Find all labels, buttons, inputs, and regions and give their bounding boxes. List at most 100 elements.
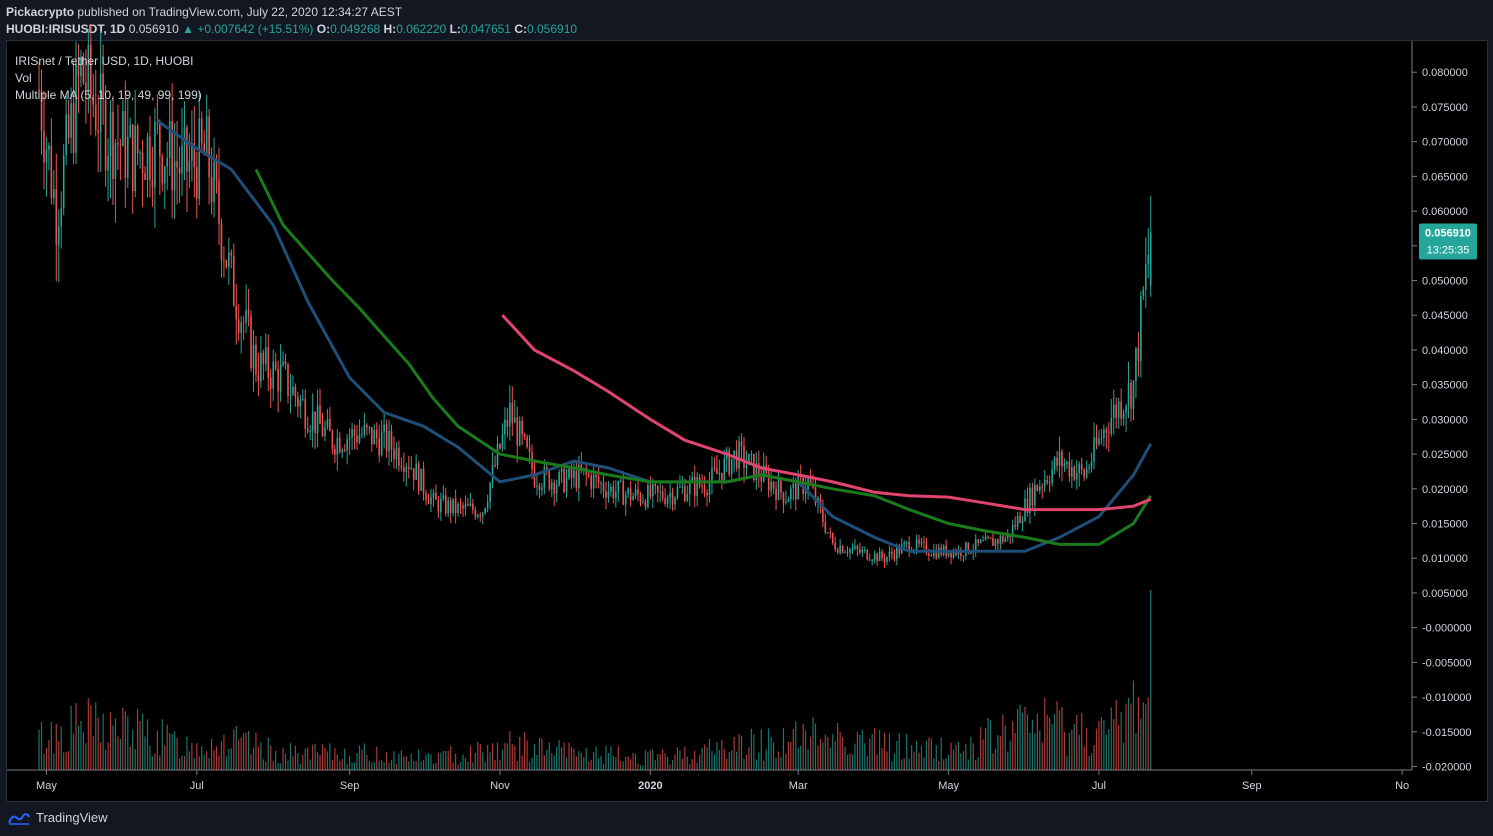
volume-bar — [1081, 712, 1083, 770]
candle-body — [422, 468, 425, 494]
candle-body — [245, 309, 247, 323]
volume-bar — [102, 713, 104, 770]
ma-99-line — [501, 314, 1152, 512]
candle-body — [208, 116, 210, 178]
volume-bar — [625, 756, 627, 770]
volume-bar — [206, 751, 208, 770]
volume-bar — [748, 747, 750, 770]
candle-body — [176, 161, 178, 168]
volume-bar — [750, 728, 753, 770]
volume-bar — [521, 755, 523, 770]
candle-body — [139, 152, 141, 154]
candle-body — [141, 152, 144, 174]
volume-bar — [602, 764, 605, 770]
candle-body — [804, 489, 807, 495]
candle-body — [48, 145, 50, 150]
legend-volume[interactable]: Vol — [15, 71, 32, 85]
volume-bar — [997, 735, 999, 770]
candle-body — [499, 444, 501, 449]
candle-body — [191, 142, 193, 161]
volume-bar — [181, 755, 183, 770]
publisher-name[interactable]: Pickacrypto — [6, 5, 75, 19]
candle-body — [1115, 404, 1118, 418]
candle-body — [1038, 486, 1041, 491]
volume-bar — [563, 742, 565, 770]
candle-body — [146, 136, 149, 180]
candle-body — [213, 161, 215, 203]
volume-bar — [314, 743, 316, 770]
candle-body — [215, 161, 218, 181]
y-tick-label: 0.015000 — [1422, 519, 1468, 531]
candle-body — [674, 497, 676, 505]
volume-bar — [164, 745, 166, 770]
volume-bar — [706, 747, 708, 770]
candle-body — [627, 488, 629, 495]
volume-bar — [346, 764, 348, 770]
volume-bar — [292, 756, 294, 770]
candle-body — [863, 549, 866, 551]
volume-bar — [203, 754, 205, 770]
candle-body — [701, 485, 703, 487]
time-axis[interactable]: May Jul Sep Nov 2020 Mar May Jul Sep No — [7, 769, 1412, 792]
legend-title[interactable]: IRISnet / Tether USD, 1D, HUOBI — [15, 54, 194, 68]
candle-body — [969, 552, 972, 554]
volume-bar — [1061, 706, 1063, 770]
candle-body — [787, 499, 790, 502]
candle-body — [472, 503, 474, 511]
y-tick-label: 0.075000 — [1422, 102, 1468, 114]
price-chart[interactable]: 0.080000 0.075000 0.070000 0.065000 0.060000… — [0, 0, 1493, 802]
volume-bar — [477, 741, 479, 770]
legend-multiple-ma[interactable]: Multiple MA (5, 10, 19, 49, 99, 199) — [15, 88, 202, 102]
volume-bar — [277, 762, 279, 770]
candle-body — [987, 536, 989, 538]
volume-bar — [265, 761, 267, 770]
volume-bar — [671, 759, 674, 770]
candle-body — [476, 515, 479, 518]
candle-body — [716, 468, 718, 475]
candle-body — [38, 89, 40, 91]
volume-bar — [146, 719, 149, 770]
candle-body — [992, 537, 994, 546]
volume-bar — [1078, 734, 1080, 770]
chart-panel[interactable] — [6, 40, 1488, 802]
price-axis[interactable]: 0.080000 0.075000 0.070000 0.065000 0.060000… — [1411, 41, 1472, 774]
candle-body — [600, 482, 602, 484]
volume-bar — [763, 760, 765, 770]
candle-body — [181, 145, 183, 174]
volume-bar — [156, 730, 158, 770]
candle-body — [760, 477, 763, 482]
candle-body — [435, 492, 437, 500]
candle-body — [1127, 382, 1130, 407]
volume-bar — [129, 746, 131, 770]
volume-bar — [878, 729, 881, 770]
candle-body — [844, 552, 846, 554]
candle-body — [297, 396, 299, 407]
candle-body — [560, 468, 563, 473]
candle-body — [45, 149, 48, 163]
candle-body — [235, 305, 238, 320]
candle-body — [1031, 487, 1034, 506]
candle-body — [82, 56, 85, 83]
tradingview-brand[interactable]: TradingView — [8, 810, 108, 825]
candle-body — [319, 405, 321, 424]
volume-bar — [1004, 725, 1006, 770]
volume-bar — [127, 716, 129, 770]
candle-body — [965, 542, 967, 556]
volume-bar — [726, 758, 728, 770]
volume-bar — [1098, 720, 1100, 770]
candle-body — [933, 549, 935, 557]
candle-body — [989, 537, 992, 539]
volume-bar — [561, 747, 563, 770]
candle-body — [647, 484, 649, 508]
volume-bar — [302, 754, 304, 770]
volume-bar — [558, 739, 560, 770]
candle-body — [70, 103, 72, 138]
volume-bar — [568, 742, 570, 770]
volume-bar — [1051, 724, 1053, 770]
volume-bar — [573, 748, 575, 770]
volume-bar — [43, 753, 45, 770]
volume-bar — [893, 753, 895, 770]
volume-bar — [161, 719, 163, 770]
candle-body — [65, 114, 67, 156]
candle-body — [785, 501, 787, 504]
